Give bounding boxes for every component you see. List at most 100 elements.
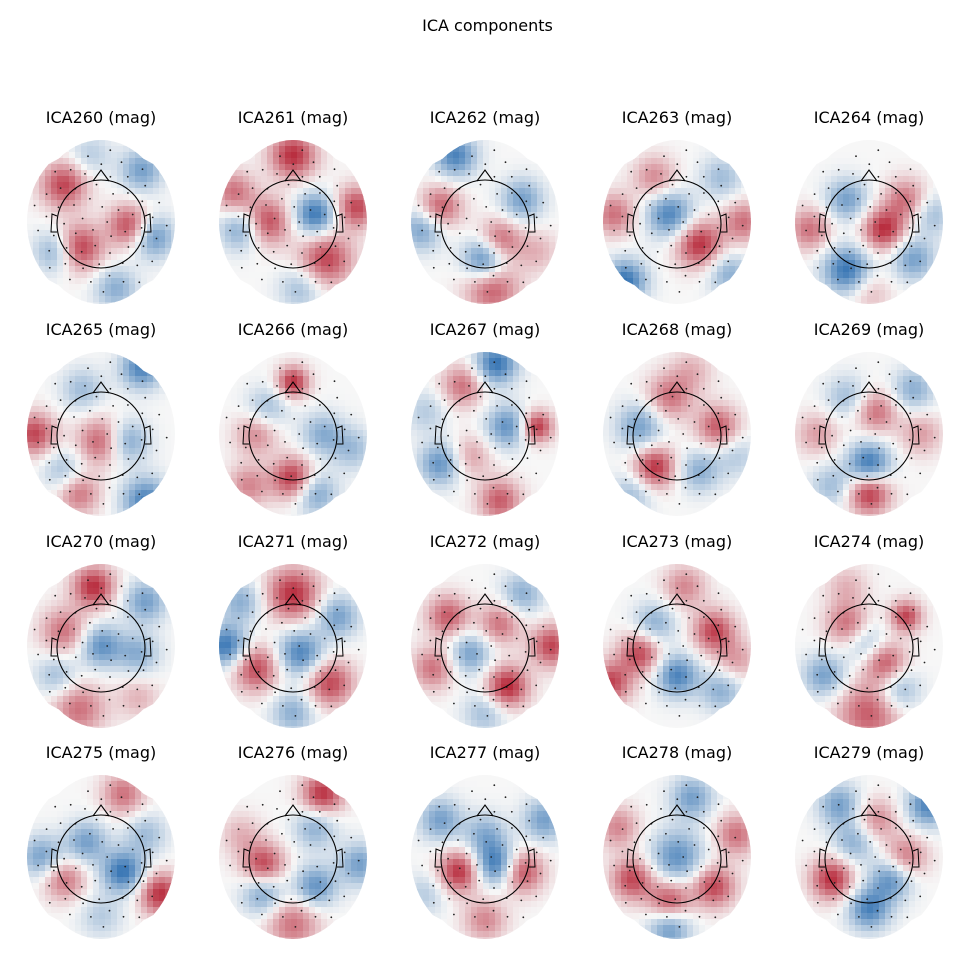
left-ear xyxy=(818,637,826,657)
figure-title: ICA components xyxy=(422,16,553,35)
right-ear xyxy=(912,425,920,445)
topomap-panel: ICA272 (mag) xyxy=(395,532,575,742)
topomap-panel: ICA277 (mag) xyxy=(395,743,575,953)
topomap-panel: ICA276 (mag) xyxy=(203,743,383,953)
topomap xyxy=(411,352,559,516)
head-outline xyxy=(824,179,914,269)
nose xyxy=(668,381,686,394)
head-outline xyxy=(632,179,722,269)
field-map xyxy=(603,564,751,728)
nose xyxy=(860,169,878,182)
field-map xyxy=(411,352,559,516)
head-outline xyxy=(56,391,146,481)
topomap-panel: ICA279 (mag) xyxy=(779,743,959,953)
right-ear xyxy=(336,213,344,233)
nose xyxy=(476,381,494,394)
head-outline xyxy=(248,603,338,693)
component-title: ICA261 (mag) xyxy=(237,108,349,127)
right-ear xyxy=(720,637,728,657)
head-outline xyxy=(824,814,914,904)
component-title: ICA275 (mag) xyxy=(45,743,157,762)
component-title: ICA276 (mag) xyxy=(237,743,349,762)
head-outline xyxy=(824,603,914,693)
topomap-panel: ICA271 (mag) xyxy=(203,532,383,742)
component-title: ICA266 (mag) xyxy=(237,320,349,339)
head-outline xyxy=(248,179,338,269)
left-ear xyxy=(50,425,58,445)
component-title: ICA272 (mag) xyxy=(429,532,541,551)
topomap-panel: ICA262 (mag) xyxy=(395,108,575,318)
component-title: ICA264 (mag) xyxy=(813,108,925,127)
sensor-dots xyxy=(417,784,552,928)
sensor-dots xyxy=(609,573,744,717)
component-title: ICA265 (mag) xyxy=(45,320,157,339)
topomap xyxy=(411,564,559,728)
right-ear xyxy=(912,637,920,657)
sensor-dots xyxy=(609,149,744,293)
component-title: ICA270 (mag) xyxy=(45,532,157,551)
nose xyxy=(860,804,878,817)
sensor-dots xyxy=(801,784,936,928)
sensor-dots xyxy=(33,149,168,293)
topomap xyxy=(795,564,943,728)
right-ear xyxy=(528,425,536,445)
topomap-panel: ICA278 (mag) xyxy=(587,743,767,953)
left-ear xyxy=(50,848,58,868)
sensor-dots xyxy=(225,149,360,293)
sensor-dots xyxy=(417,361,552,505)
topomap xyxy=(219,775,367,939)
nose xyxy=(284,169,302,182)
topomap xyxy=(603,352,751,516)
field-map xyxy=(795,140,943,304)
topomap-panel: ICA263 (mag) xyxy=(587,108,767,318)
sensor-dots xyxy=(33,573,168,717)
right-ear xyxy=(144,425,152,445)
topomap xyxy=(603,564,751,728)
topomap xyxy=(411,775,559,939)
head-outline xyxy=(248,814,338,904)
field-map xyxy=(27,775,175,939)
topomap-panel: ICA268 (mag) xyxy=(587,320,767,530)
component-title: ICA263 (mag) xyxy=(621,108,733,127)
left-ear xyxy=(818,213,826,233)
left-ear xyxy=(242,848,250,868)
topomap-panel: ICA274 (mag) xyxy=(779,532,959,742)
component-title: ICA279 (mag) xyxy=(813,743,925,762)
component-title: ICA267 (mag) xyxy=(429,320,541,339)
sensor-dots xyxy=(609,784,744,928)
nose xyxy=(92,593,110,606)
right-ear xyxy=(912,213,920,233)
sensor-dots xyxy=(801,361,936,505)
field-map xyxy=(219,564,367,728)
topomap-panel: ICA267 (mag) xyxy=(395,320,575,530)
component-title: ICA262 (mag) xyxy=(429,108,541,127)
left-ear xyxy=(626,848,634,868)
left-ear xyxy=(242,425,250,445)
nose xyxy=(92,169,110,182)
left-ear xyxy=(434,848,442,868)
right-ear xyxy=(912,848,920,868)
nose xyxy=(476,593,494,606)
left-ear xyxy=(242,637,250,657)
topomap-panel: ICA260 (mag) xyxy=(11,108,191,318)
right-ear xyxy=(720,213,728,233)
left-ear xyxy=(434,637,442,657)
nose xyxy=(860,593,878,606)
nose xyxy=(668,593,686,606)
field-map xyxy=(603,352,751,516)
right-ear xyxy=(336,637,344,657)
component-title: ICA277 (mag) xyxy=(429,743,541,762)
left-ear xyxy=(818,848,826,868)
right-ear xyxy=(144,213,152,233)
topomap xyxy=(219,352,367,516)
topomap xyxy=(27,352,175,516)
left-ear xyxy=(626,425,634,445)
head-outline xyxy=(56,814,146,904)
field-map xyxy=(411,775,559,939)
head-outline xyxy=(440,814,530,904)
nose xyxy=(860,381,878,394)
topomap xyxy=(27,140,175,304)
nose xyxy=(284,593,302,606)
left-ear xyxy=(818,425,826,445)
right-ear xyxy=(144,848,152,868)
